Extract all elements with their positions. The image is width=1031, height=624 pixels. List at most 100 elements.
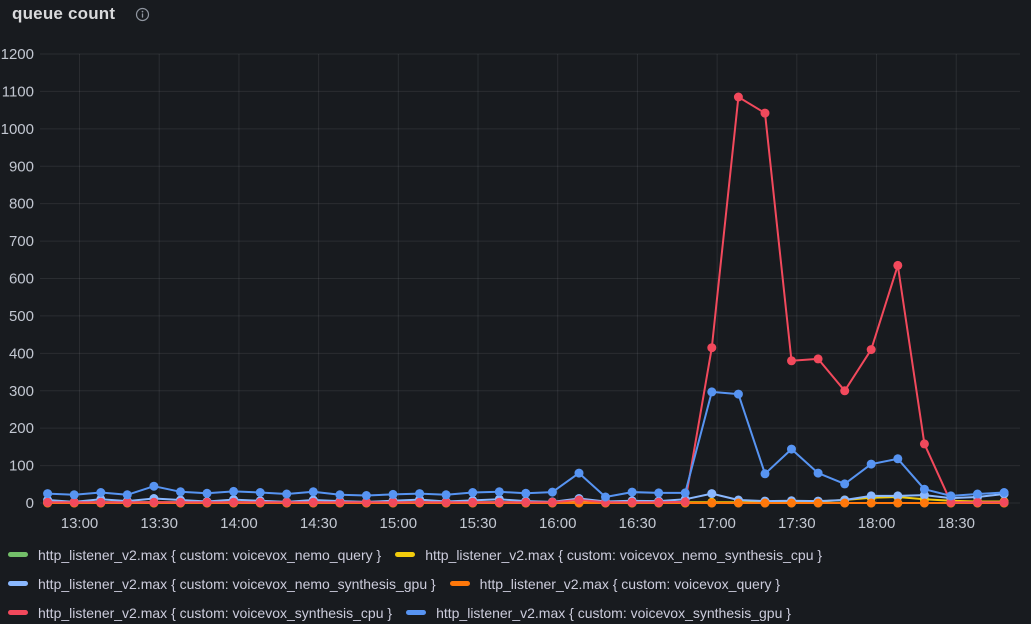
data-point[interactable] <box>229 486 239 496</box>
data-point[interactable] <box>96 497 106 507</box>
data-point[interactable] <box>973 497 982 507</box>
data-point[interactable] <box>176 487 185 497</box>
legend-item-voicevox-nemo-synthesis-cpu[interactable]: http_listener_v2.max { custom: voicevox_… <box>395 540 822 569</box>
data-point[interactable] <box>919 484 929 494</box>
data-point[interactable] <box>122 490 132 500</box>
data-point[interactable] <box>574 468 584 478</box>
data-point[interactable] <box>547 487 557 497</box>
data-point[interactable] <box>813 354 823 364</box>
data-point[interactable] <box>893 498 903 508</box>
data-point[interactable] <box>441 497 451 507</box>
data-point[interactable] <box>388 497 398 507</box>
data-point[interactable] <box>468 497 478 507</box>
panel-title[interactable]: queue count <box>12 4 116 23</box>
data-point[interactable] <box>866 498 876 508</box>
data-point[interactable] <box>787 498 796 508</box>
data-point[interactable] <box>707 387 717 397</box>
series-line <box>46 96 1006 504</box>
data-point[interactable] <box>468 488 478 497</box>
data-point[interactable] <box>999 497 1009 507</box>
data-point[interactable] <box>149 481 159 491</box>
data-point[interactable] <box>813 498 823 508</box>
data-point[interactable] <box>840 386 850 396</box>
data-point[interactable] <box>840 479 850 489</box>
data-point[interactable] <box>733 92 743 102</box>
legend-item-voicevox-nemo-synthesis-gpu[interactable]: http_listener_v2.max { custom: voicevox_… <box>8 569 436 598</box>
data-point[interactable] <box>787 356 796 366</box>
data-point[interactable] <box>654 497 664 507</box>
data-point[interactable] <box>149 497 159 507</box>
data-point[interactable] <box>282 489 292 499</box>
legend-item-voicevox-query[interactable]: http_listener_v2.max { custom: voicevox_… <box>449 569 780 598</box>
data-point[interactable] <box>388 489 398 499</box>
data-point[interactable] <box>43 489 53 499</box>
data-point[interactable] <box>43 497 53 507</box>
data-point[interactable] <box>866 345 876 355</box>
data-point[interactable] <box>415 489 425 499</box>
data-point[interactable] <box>96 488 106 497</box>
data-point[interactable] <box>441 490 451 500</box>
data-point[interactable] <box>813 468 823 478</box>
data-point[interactable] <box>202 488 212 498</box>
data-point[interactable] <box>866 459 876 469</box>
data-point[interactable] <box>787 444 796 454</box>
data-point[interactable] <box>415 497 425 507</box>
x-tick-label: 17:30 <box>778 515 816 532</box>
data-point[interactable] <box>627 487 637 497</box>
legend-item-voicevox-synthesis-cpu[interactable]: http_listener_v2.max { custom: voicevox_… <box>8 598 392 624</box>
data-point[interactable] <box>707 498 717 508</box>
data-point[interactable] <box>521 488 531 498</box>
data-point[interactable] <box>547 497 557 507</box>
data-point[interactable] <box>866 491 876 501</box>
data-point[interactable] <box>202 497 212 507</box>
data-point[interactable] <box>176 497 185 507</box>
info-circle-icon[interactable] <box>135 7 150 22</box>
data-point[interactable] <box>946 491 956 501</box>
data-point[interactable] <box>627 497 637 507</box>
data-point[interactable] <box>361 497 371 507</box>
data-point[interactable] <box>574 495 584 505</box>
data-point[interactable] <box>893 454 903 464</box>
data-point[interactable] <box>733 498 743 508</box>
legend-item-voicevox-synthesis-gpu[interactable]: http_listener_v2.max { custom: voicevox_… <box>406 598 791 624</box>
data-point[interactable] <box>840 498 850 508</box>
data-point[interactable] <box>893 260 903 270</box>
timeseries-chart[interactable]: 0 100 200 300 400 500 600 700 800 900 1000 1100 1200… <box>0 28 1031 540</box>
data-point[interactable] <box>361 491 371 500</box>
data-point[interactable] <box>69 490 79 500</box>
data-point[interactable] <box>707 343 717 353</box>
data-point[interactable] <box>229 497 239 507</box>
data-point[interactable] <box>680 497 690 507</box>
data-point[interactable] <box>335 497 345 507</box>
data-point[interactable] <box>255 488 265 497</box>
data-point[interactable] <box>733 389 743 399</box>
data-point[interactable] <box>760 108 770 118</box>
data-point[interactable] <box>335 490 345 500</box>
data-point[interactable] <box>69 497 79 507</box>
data-point[interactable] <box>707 489 717 499</box>
data-point[interactable] <box>999 488 1009 497</box>
data-point[interactable] <box>308 497 318 507</box>
data-point[interactable] <box>601 492 610 502</box>
data-point[interactable] <box>521 497 531 507</box>
data-point[interactable] <box>282 497 292 507</box>
data-point[interactable] <box>893 491 903 501</box>
data-point[interactable] <box>919 498 929 508</box>
data-point[interactable] <box>308 487 318 497</box>
x-tick-label: 13:00 <box>61 515 99 532</box>
data-point[interactable] <box>946 497 956 507</box>
data-point[interactable] <box>760 469 770 479</box>
legend-item-voicevox-nemo-query[interactable]: http_listener_v2.max { custom: voicevox_… <box>8 540 381 569</box>
data-point[interactable] <box>122 497 132 507</box>
data-point[interactable] <box>654 488 664 498</box>
data-point[interactable] <box>760 498 770 508</box>
data-point[interactable] <box>973 489 982 499</box>
data-point[interactable] <box>919 439 929 449</box>
axis-labels: 0 100 200 300 400 500 600 700 800 900 1000 1100 1200… <box>1 46 975 532</box>
x-tick-label: 17:00 <box>698 515 736 532</box>
data-point[interactable] <box>494 497 504 507</box>
data-point[interactable] <box>255 497 265 507</box>
data-point[interactable] <box>494 487 504 497</box>
data-point[interactable] <box>680 488 690 498</box>
